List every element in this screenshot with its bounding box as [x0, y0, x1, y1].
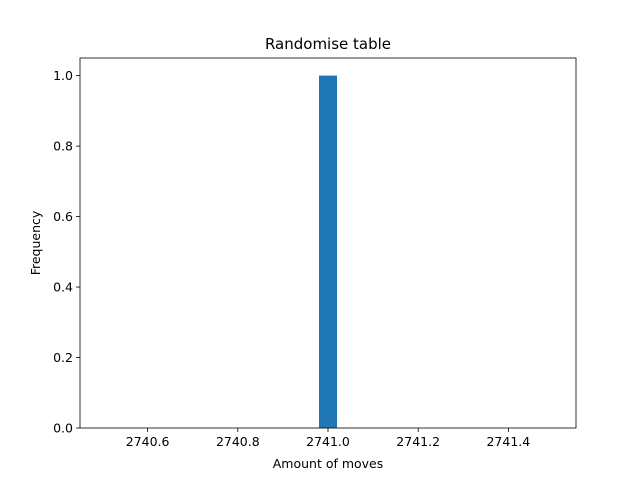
x-tick-label: 2740.8 [216, 434, 260, 449]
x-tick-label: 2741.4 [486, 434, 530, 449]
y-tick-label: 0.2 [53, 350, 73, 365]
x-tick-label: 2741.0 [306, 434, 350, 449]
x-tick-label: 2741.2 [396, 434, 440, 449]
histogram-bar [318, 75, 338, 428]
bars-group [318, 75, 338, 428]
y-tick-label: 0.0 [53, 421, 73, 436]
y-axis: 0.0 0.2 0.4 0.6 0.8 1.0 [53, 68, 80, 436]
y-tick-label: 0.6 [53, 209, 73, 224]
y-tick-label: 0.8 [53, 139, 73, 154]
y-tick-label: 0.4 [53, 280, 73, 295]
chart-title: Randomise table [265, 35, 391, 53]
y-axis-label: Frequency [28, 210, 43, 275]
y-tick-label: 1.0 [53, 68, 73, 83]
x-tick-label: 2740.6 [126, 434, 170, 449]
x-axis-label: Amount of moves [273, 456, 384, 471]
x-axis: 2740.6 2740.8 2741.0 2741.2 2741.4 [126, 428, 530, 449]
